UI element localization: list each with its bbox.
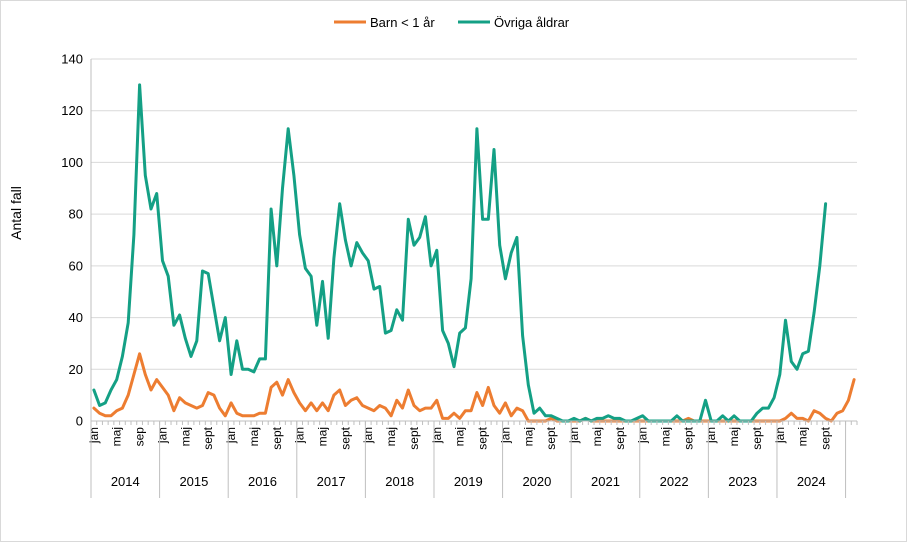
x-month-label: maj <box>796 427 810 446</box>
x-year-label: 2024 <box>797 474 826 489</box>
x-month-label: sep <box>133 427 147 447</box>
x-month-label: sept <box>476 426 490 449</box>
x-month-label: sept <box>201 426 215 449</box>
x-month-label: jan <box>704 427 718 444</box>
x-month-label: maj <box>384 427 398 446</box>
y-tick-label: 60 <box>69 258 83 273</box>
x-year-label: 2018 <box>385 474 414 489</box>
x-month-label: sept <box>270 426 284 449</box>
y-tick-label: 140 <box>61 52 83 67</box>
legend-label-barn: Barn < 1 år <box>370 15 435 30</box>
x-month-label: sept <box>544 426 558 449</box>
x-month-label: maj <box>247 427 261 446</box>
x-month-label: jan <box>498 427 512 444</box>
x-month-label: jan <box>293 427 307 444</box>
x-month-label: maj <box>110 427 124 446</box>
x-year-label: 2020 <box>522 474 551 489</box>
x-year-label: 2021 <box>591 474 620 489</box>
y-tick-labels: 0 20 40 60 80 100 120 140 <box>61 52 83 429</box>
y-tick-label: 20 <box>69 362 83 377</box>
x-month-label: jan <box>361 427 375 444</box>
x-year-label: 2014 <box>111 474 140 489</box>
x-month-label: maj <box>727 427 741 446</box>
series-line-1 <box>92 83 828 423</box>
x-year-label: 2019 <box>454 474 483 489</box>
x-month-label: jan <box>430 427 444 444</box>
x-month-label: maj <box>659 427 673 446</box>
x-year-label: 2015 <box>179 474 208 489</box>
x-year-label: 2017 <box>317 474 346 489</box>
x-month-label: jan <box>636 427 650 444</box>
y-tick-label: 120 <box>61 103 83 118</box>
x-year-label: 2023 <box>728 474 757 489</box>
y-tick-label: 100 <box>61 155 83 170</box>
x-month-label: sept <box>613 426 627 449</box>
x-month-label: maj <box>316 427 330 446</box>
x-month-label: jan <box>156 427 170 444</box>
y-tick-label: 0 <box>76 414 83 429</box>
x-month-label: jan <box>224 427 238 444</box>
legend-label-ovriga: Övriga åldrar <box>494 15 570 30</box>
x-month-label: sept <box>338 426 352 449</box>
x-month-label: sept <box>819 426 833 449</box>
y-tick-label: 40 <box>69 310 83 325</box>
x-month-label: maj <box>178 427 192 446</box>
x-month-label: sept <box>681 426 695 449</box>
y-tick-label: 80 <box>69 207 83 222</box>
x-month-label: maj <box>590 427 604 446</box>
x-month-label: maj <box>521 427 535 446</box>
x-month-label: maj <box>453 427 467 446</box>
y-axis-label: Antal fall <box>8 186 24 240</box>
x-month-label: jan <box>567 427 581 444</box>
x-month-label: jan <box>773 427 787 444</box>
x-month-label: sept <box>750 426 764 449</box>
x-year-label: 2022 <box>660 474 689 489</box>
series-line-0 <box>92 352 856 423</box>
x-axis: jan maj sep jan maj sept jan maj sept jan maj sept j… <box>87 59 858 498</box>
legend: Barn < 1 år Övriga åldrar <box>334 15 570 30</box>
x-month-label: jan <box>87 427 101 444</box>
series-lines <box>92 83 856 423</box>
x-year-label: 2016 <box>248 474 277 489</box>
x-month-label: sept <box>407 426 421 449</box>
